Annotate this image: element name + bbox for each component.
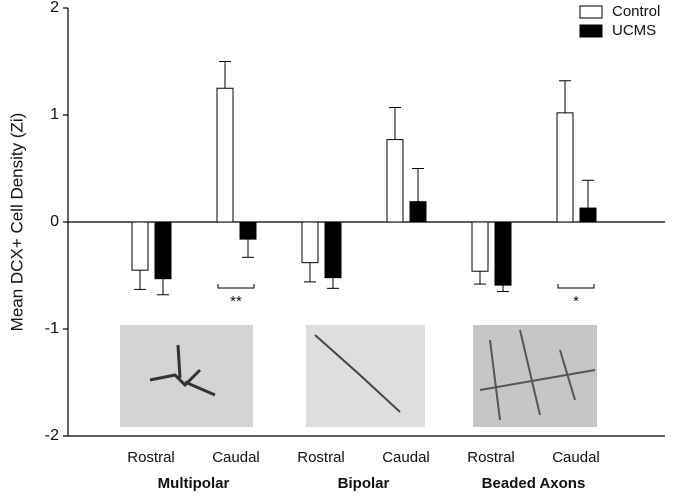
bar xyxy=(301,221,319,264)
bar xyxy=(216,87,234,223)
group-label: Multipolar xyxy=(158,475,230,492)
group-label: Bipolar xyxy=(338,475,390,492)
y-tick-label: -1 xyxy=(45,320,59,337)
x-tick-label: Caudal xyxy=(552,449,600,466)
micrograph-detail xyxy=(149,344,216,397)
micrographs xyxy=(120,325,597,427)
y-axis-label: Mean DCX+ Cell Density (Zi) xyxy=(7,113,26,332)
bar xyxy=(471,221,489,272)
legend-label: Control xyxy=(612,3,660,20)
y-tick-label: -2 xyxy=(45,427,59,444)
bar xyxy=(556,112,574,223)
significance-label: * xyxy=(573,293,579,310)
bar xyxy=(154,221,172,280)
x-tick-label: Caudal xyxy=(382,449,430,466)
bar xyxy=(409,201,427,223)
legend-swatch xyxy=(579,5,603,19)
micrograph-detail xyxy=(479,329,596,421)
legend-swatch xyxy=(579,24,603,38)
significance-label: ** xyxy=(230,293,242,310)
x-tick-label: Caudal xyxy=(212,449,260,466)
legend-label: UCMS xyxy=(612,22,656,39)
micrograph-detail xyxy=(314,334,401,413)
bar xyxy=(324,221,342,279)
bar xyxy=(494,221,512,286)
y-tick-label: 2 xyxy=(50,0,59,16)
significance-bracket xyxy=(557,284,595,289)
x-tick-label: Rostral xyxy=(127,449,175,466)
bar xyxy=(239,221,257,240)
bar xyxy=(579,207,597,223)
significance-bracket xyxy=(217,284,255,289)
group-label: Beaded Axons xyxy=(482,475,586,492)
x-tick-label: Rostral xyxy=(297,449,345,466)
micrograph xyxy=(306,325,425,427)
x-tick-label: Rostral xyxy=(467,449,515,466)
bar xyxy=(131,221,149,271)
bar xyxy=(386,139,404,223)
micrograph xyxy=(120,325,253,427)
y-tick-label: 1 xyxy=(50,106,59,123)
y-tick-label: 0 xyxy=(50,213,59,230)
micrograph xyxy=(473,325,597,427)
